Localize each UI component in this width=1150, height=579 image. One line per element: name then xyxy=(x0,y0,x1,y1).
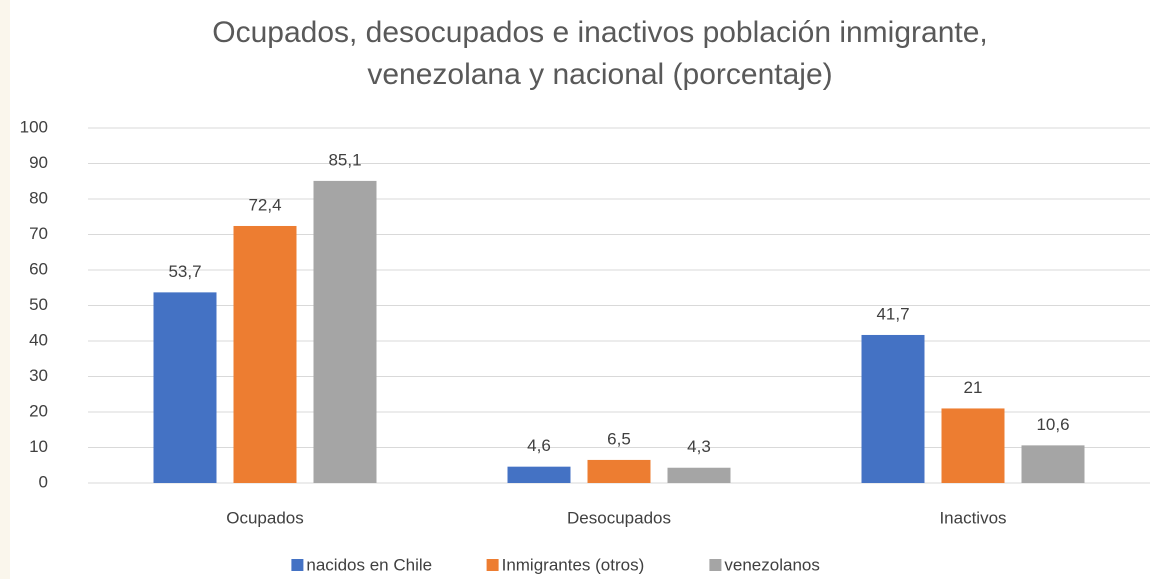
data-label: 72,4 xyxy=(248,195,281,214)
y-tick-label: 0 xyxy=(39,472,48,491)
x-tick-label: Desocupados xyxy=(567,508,671,527)
data-label: 53,7 xyxy=(168,262,201,281)
data-label: 4,6 xyxy=(527,436,551,455)
data-label: 6,5 xyxy=(607,429,631,448)
legend-swatch xyxy=(291,559,304,571)
legend-swatch xyxy=(709,559,722,571)
y-tick-label: 60 xyxy=(29,259,48,278)
y-tick-label: 50 xyxy=(29,295,48,314)
bar xyxy=(313,180,377,483)
legend-swatch xyxy=(486,559,499,571)
y-tick-label: 10 xyxy=(29,437,48,456)
data-label: 4,3 xyxy=(687,437,711,456)
bar xyxy=(507,466,571,483)
legend-label: Inmigrantes (otros) xyxy=(502,555,645,574)
legend-label: venezolanos xyxy=(724,555,819,574)
chart-title: Ocupados, desocupados e inactivos poblac… xyxy=(212,16,988,91)
bar xyxy=(153,292,217,483)
y-tick-label: 70 xyxy=(29,224,48,243)
y-tick-label: 80 xyxy=(29,188,48,207)
data-label: 21 xyxy=(964,378,983,397)
side-strip xyxy=(0,0,10,579)
y-tick-label: 100 xyxy=(20,117,48,136)
x-tick-label: Inactivos xyxy=(939,508,1006,527)
y-tick-label: 40 xyxy=(29,330,48,349)
bar xyxy=(941,408,1005,483)
data-label: 41,7 xyxy=(876,304,909,323)
legend-label: nacidos en Chile xyxy=(306,555,432,574)
y-tick-label: 20 xyxy=(29,401,48,420)
bar xyxy=(861,334,925,483)
data-label: 85,1 xyxy=(328,150,361,169)
bar xyxy=(587,459,651,483)
y-tick-label: 90 xyxy=(29,153,48,172)
y-tick-label: 30 xyxy=(29,366,48,385)
bar xyxy=(1021,445,1085,483)
bar xyxy=(667,467,731,483)
data-label: 10,6 xyxy=(1036,415,1069,434)
x-tick-label: Ocupados xyxy=(226,508,304,527)
bar xyxy=(233,225,297,484)
